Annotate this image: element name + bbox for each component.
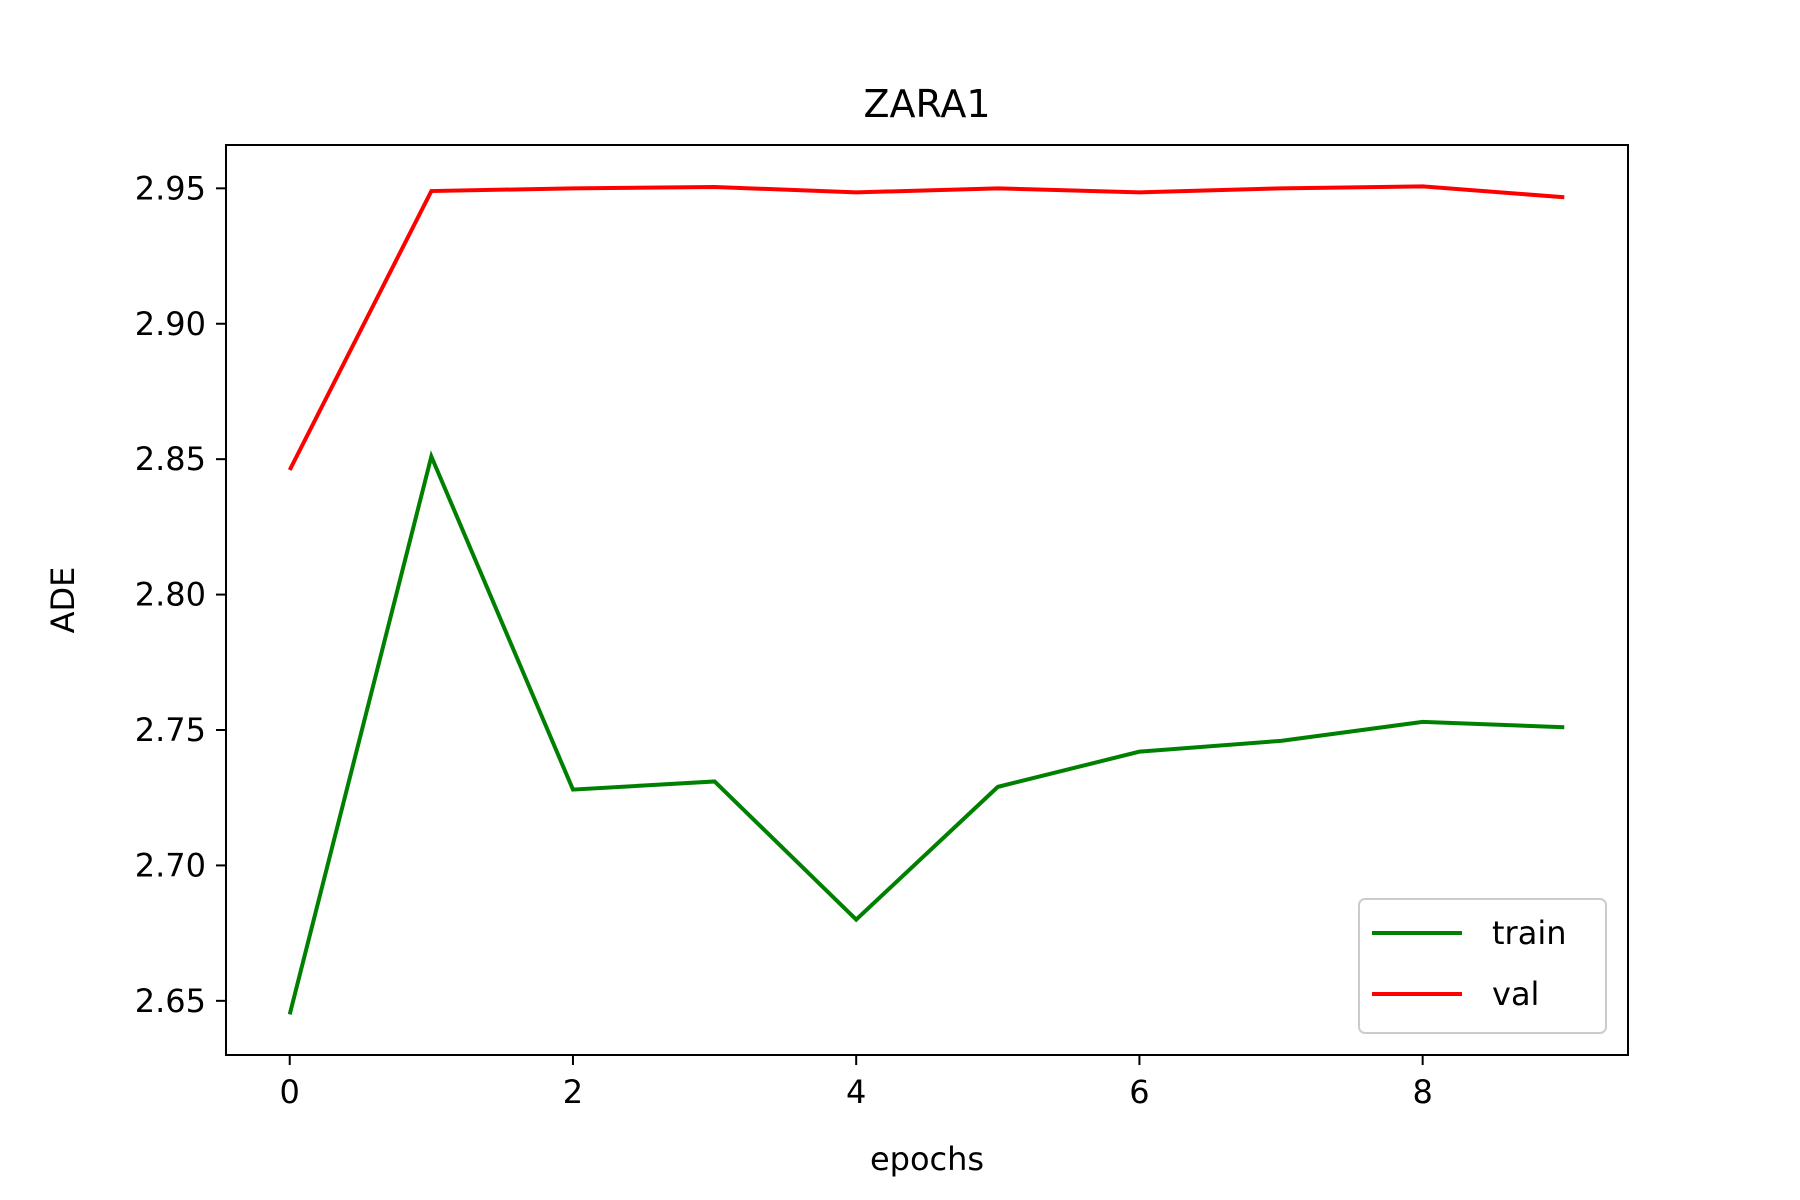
y-tick-label: 2.65 xyxy=(135,982,206,1020)
y-tick-label: 2.70 xyxy=(135,846,206,884)
x-axis: 0 2 4 6 8 xyxy=(280,1055,1433,1111)
plot-area xyxy=(287,184,1565,1015)
x-tick-label: 4 xyxy=(846,1073,866,1111)
chart-title: ZARA1 xyxy=(863,82,990,126)
x-tick-label: 6 xyxy=(1129,1073,1149,1111)
legend: train val xyxy=(1358,898,1607,1034)
x-tick-label: 8 xyxy=(1412,1073,1432,1111)
y-tick-label: 2.75 xyxy=(135,711,206,749)
y-tick-label: 2.85 xyxy=(135,440,206,478)
y-tick-label: 2.80 xyxy=(135,576,206,614)
legend-label-train: train xyxy=(1492,914,1566,952)
y-axis-label: ADE xyxy=(44,567,82,634)
y-tick-label: 2.90 xyxy=(135,305,206,343)
x-axis-label: epochs xyxy=(870,1140,984,1178)
x-tick-label: 0 xyxy=(280,1073,300,1111)
plot-frame xyxy=(225,144,1629,1056)
y-tick-label: 2.95 xyxy=(135,169,206,207)
legend-label-val: val xyxy=(1492,975,1539,1013)
y-axis: 2.65 2.70 2.75 2.80 2.85 2.90 2.95 xyxy=(135,169,226,1020)
x-tick-label: 2 xyxy=(563,1073,583,1111)
legend-box xyxy=(1358,898,1607,1034)
series-line-val xyxy=(287,184,1565,471)
series-line-train xyxy=(287,450,1565,1015)
